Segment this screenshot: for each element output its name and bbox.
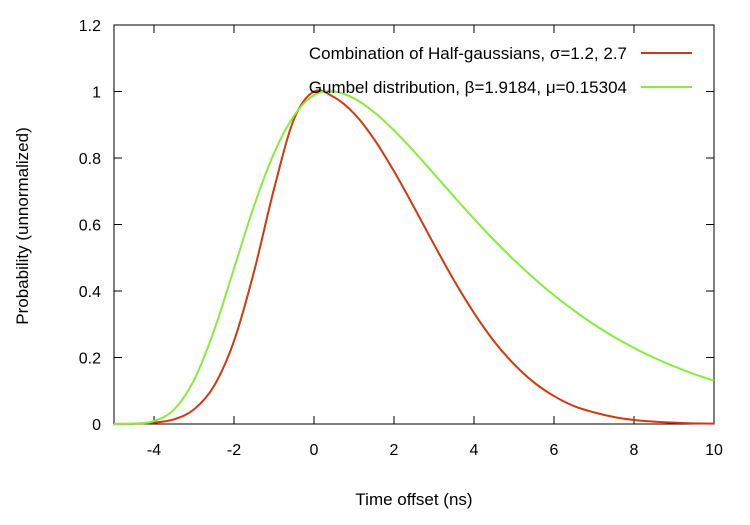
- series-line-gumbel: [113, 90, 715, 425]
- y-tick-label: 0.8: [79, 151, 101, 168]
- x-tick-label: 2: [390, 442, 399, 459]
- legend-entry-label: Gumbel distribution, β=1.9184, μ=0.15304: [309, 78, 627, 97]
- legend: Combination of Half-gaussians, σ=1.2, 2.…: [309, 44, 692, 97]
- x-tick-label: 10: [705, 442, 723, 459]
- x-axis-label: Time offset (ns): [355, 490, 472, 509]
- y-tick-label: 1: [92, 85, 101, 102]
- x-tick-label: 4: [470, 442, 479, 459]
- y-tick-label: 0.6: [79, 218, 101, 235]
- series-group: [113, 89, 715, 425]
- legend-entry-label: Combination of Half-gaussians, σ=1.2, 2.…: [309, 44, 627, 63]
- y-axis-label: Probability (unnormalized): [13, 127, 32, 324]
- x-tick-label: 6: [550, 442, 559, 459]
- series-line-half-gaussians: [113, 89, 715, 425]
- axis-ticks: -4 -2 0 2 4 6 8 10 0 0.2 0.4 0.6 0.8 1 1.2: [79, 18, 723, 459]
- x-tick-label: -4: [147, 442, 161, 459]
- y-tick-label: 0: [92, 417, 101, 434]
- x-tick-label: 8: [630, 442, 639, 459]
- x-tick-label: -2: [227, 442, 241, 459]
- x-tick-label: 0: [310, 442, 319, 459]
- y-tick-label: 1.2: [79, 18, 101, 35]
- y-tick-label: 0.2: [79, 351, 101, 368]
- y-tick-label: 0.4: [79, 284, 101, 301]
